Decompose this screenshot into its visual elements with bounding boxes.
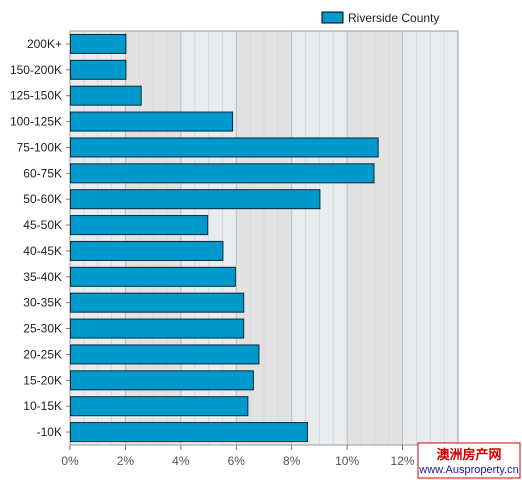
x-tick-label-8: 8% [283, 454, 301, 468]
y-tick-label-150-200K: 150-200K [10, 63, 62, 77]
x-axis-tick-labels: 0% 2% 4% 6% 8% 10% 12% [61, 445, 415, 468]
bar-200K+ [70, 33, 127, 54]
bar-50-60K [70, 189, 321, 210]
bar-100-125K [70, 111, 234, 132]
bar-45-50K [70, 215, 209, 236]
watermark: 澳洲房产网 www.Ausproperty.cn [417, 442, 521, 479]
y-tick-label--10K: -10K [37, 425, 62, 439]
x-tick-label-4: 4% [172, 454, 190, 468]
y-tick-label-15-20K: 15-20K [23, 373, 62, 387]
bar-40-45K [70, 240, 224, 261]
bar-125-150K [70, 85, 142, 106]
x-tick-label-12: 12% [391, 454, 415, 468]
x-tick-label-6: 6% [228, 454, 246, 468]
bar-150-200K [70, 59, 127, 80]
legend-label-riverside-county: Riverside County [348, 11, 439, 25]
watermark-chinese-text: 澳洲房产网 [436, 447, 501, 463]
x-tick-label-10: 10% [335, 454, 359, 468]
legend: Riverside County [321, 11, 439, 25]
legend-swatch [321, 11, 344, 24]
y-tick-label-20-25K: 20-25K [23, 347, 62, 361]
y-tick-label-125-150K: 125-150K [10, 89, 62, 103]
y-tick-label-25-30K: 25-30K [23, 322, 62, 336]
watermark-box [417, 442, 521, 479]
y-tick-label-200K+: 200K+ [27, 37, 62, 51]
y-tick-label-75-100K: 75-100K [17, 140, 62, 154]
y-tick-label-45-50K: 45-50K [23, 218, 62, 232]
y-tick-label-10-15K: 10-15K [23, 399, 62, 413]
bar-15-20K [70, 370, 254, 391]
x-tick-label-2: 2% [117, 454, 135, 468]
plot-frame [69, 30, 459, 446]
y-axis-tick-labels: 200K+ 150-200K 125-150K 100-125K 75-100K 60-7… [10, 37, 70, 439]
bar-20-25K [70, 344, 260, 365]
watermark-url: www.Ausproperty.cn [418, 464, 518, 476]
bar-30-35K [70, 292, 245, 313]
bar-25-30K [70, 318, 245, 339]
bar-75-100K [70, 137, 379, 158]
bar-60-75K [70, 163, 375, 184]
y-tick-label-100-125K: 100-125K [10, 115, 62, 129]
x-tick-label-0: 0% [61, 454, 79, 468]
bar-35-40K [70, 266, 236, 287]
y-tick-label-60-75K: 60-75K [23, 166, 62, 180]
bar-10-15K [70, 396, 249, 417]
y-tick-label-50-60K: 50-60K [23, 192, 62, 206]
y-tick-label-30-35K: 30-35K [23, 296, 62, 310]
bar--10K [70, 422, 308, 443]
y-tick-label-40-45K: 40-45K [23, 244, 62, 258]
bars [70, 33, 379, 443]
y-tick-label-35-40K: 35-40K [23, 270, 62, 284]
